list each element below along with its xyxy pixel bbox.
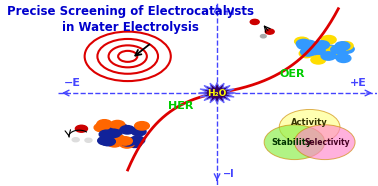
Circle shape (296, 39, 311, 48)
Text: Activity: Activity (291, 118, 328, 126)
Circle shape (114, 124, 129, 132)
Circle shape (335, 42, 350, 50)
Circle shape (99, 130, 114, 139)
Circle shape (107, 134, 122, 142)
Circle shape (307, 46, 322, 55)
Circle shape (279, 110, 340, 144)
Circle shape (130, 136, 145, 145)
Text: Precise Screening of Electrocatalysts
in Water Electrolysis: Precise Screening of Electrocatalysts in… (8, 5, 254, 34)
Text: −E: −E (64, 78, 81, 88)
Circle shape (107, 139, 122, 147)
Text: −I: −I (223, 169, 235, 179)
Text: HER: HER (167, 102, 193, 111)
Circle shape (97, 120, 112, 128)
Circle shape (336, 54, 351, 62)
Circle shape (310, 46, 325, 55)
Circle shape (110, 120, 125, 129)
Circle shape (301, 48, 315, 56)
Text: +I: +I (223, 7, 235, 17)
Circle shape (321, 52, 336, 60)
Circle shape (314, 49, 329, 57)
Circle shape (111, 135, 125, 143)
Circle shape (97, 121, 112, 129)
Circle shape (101, 137, 115, 146)
Circle shape (339, 45, 354, 53)
Text: +E: +E (350, 78, 367, 88)
Circle shape (131, 127, 146, 136)
Circle shape (85, 138, 92, 142)
Circle shape (303, 47, 318, 55)
Circle shape (250, 19, 259, 25)
Circle shape (297, 41, 312, 49)
Circle shape (135, 122, 149, 130)
Text: H₂O: H₂O (208, 89, 227, 97)
Circle shape (127, 139, 142, 147)
Circle shape (72, 138, 79, 142)
Circle shape (294, 125, 355, 160)
Circle shape (331, 45, 345, 54)
Circle shape (294, 37, 309, 46)
Circle shape (121, 138, 135, 146)
Circle shape (305, 46, 320, 54)
Circle shape (321, 36, 336, 44)
Circle shape (338, 42, 353, 50)
Circle shape (265, 29, 274, 34)
Circle shape (264, 125, 325, 160)
Circle shape (260, 35, 266, 38)
Circle shape (120, 126, 135, 134)
Circle shape (94, 123, 109, 132)
Circle shape (105, 126, 120, 135)
Circle shape (323, 45, 338, 54)
Text: Selectivity: Selectivity (304, 138, 350, 147)
Circle shape (330, 50, 344, 58)
Polygon shape (198, 82, 235, 104)
Circle shape (314, 41, 329, 49)
Circle shape (106, 129, 121, 137)
Circle shape (75, 125, 87, 132)
Circle shape (299, 49, 314, 58)
Circle shape (325, 46, 339, 55)
Circle shape (301, 40, 316, 49)
Circle shape (98, 137, 112, 145)
Circle shape (118, 137, 132, 145)
Text: OER: OER (279, 68, 305, 78)
Circle shape (107, 129, 122, 138)
Circle shape (333, 46, 348, 55)
Circle shape (311, 56, 325, 64)
Circle shape (119, 140, 134, 148)
Text: Stability: Stability (272, 138, 312, 147)
